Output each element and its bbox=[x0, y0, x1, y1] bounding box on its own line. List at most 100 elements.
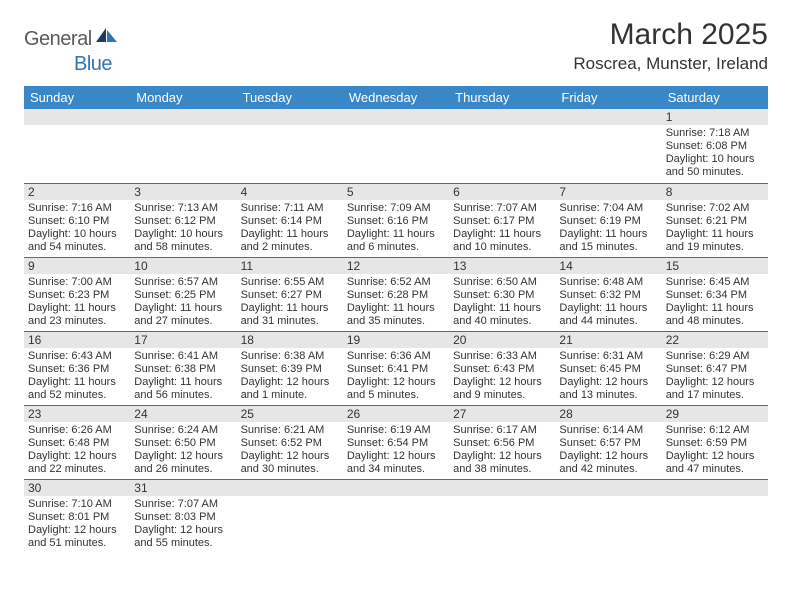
calendar-day-cell bbox=[555, 109, 661, 183]
calendar-day-cell: 21Sunrise: 6:31 AMSunset: 6:45 PMDayligh… bbox=[555, 331, 661, 405]
day-details: Sunrise: 6:38 AMSunset: 6:39 PMDaylight:… bbox=[237, 348, 343, 405]
daylight-text: Daylight: 12 hours and 47 minutes. bbox=[666, 450, 764, 476]
sunrise-text: Sunrise: 7:13 AM bbox=[134, 202, 232, 215]
weekday-header: Thursday bbox=[449, 86, 555, 109]
day-number bbox=[449, 480, 555, 496]
day-details: Sunrise: 6:31 AMSunset: 6:45 PMDaylight:… bbox=[555, 348, 661, 405]
daylight-text: Daylight: 12 hours and 30 minutes. bbox=[241, 450, 339, 476]
sunrise-text: Sunrise: 6:52 AM bbox=[347, 276, 445, 289]
daylight-text: Daylight: 12 hours and 42 minutes. bbox=[559, 450, 657, 476]
location: Roscrea, Munster, Ireland bbox=[573, 54, 768, 74]
day-details: Sunrise: 6:57 AMSunset: 6:25 PMDaylight:… bbox=[130, 274, 236, 331]
sunset-text: Sunset: 6:14 PM bbox=[241, 215, 339, 228]
daylight-text: Daylight: 11 hours and 31 minutes. bbox=[241, 302, 339, 328]
weekday-header: Monday bbox=[130, 86, 236, 109]
day-number bbox=[343, 480, 449, 496]
daylight-text: Daylight: 11 hours and 56 minutes. bbox=[134, 376, 232, 402]
daylight-text: Daylight: 11 hours and 48 minutes. bbox=[666, 302, 764, 328]
day-details: Sunrise: 7:07 AMSunset: 8:03 PMDaylight:… bbox=[130, 496, 236, 553]
day-number: 29 bbox=[662, 406, 768, 422]
calendar-week-row: 9Sunrise: 7:00 AMSunset: 6:23 PMDaylight… bbox=[24, 257, 768, 331]
daylight-text: Daylight: 11 hours and 44 minutes. bbox=[559, 302, 657, 328]
daylight-text: Daylight: 11 hours and 19 minutes. bbox=[666, 228, 764, 254]
day-details: Sunrise: 6:36 AMSunset: 6:41 PMDaylight:… bbox=[343, 348, 449, 405]
day-number: 8 bbox=[662, 184, 768, 200]
daylight-text: Daylight: 12 hours and 26 minutes. bbox=[134, 450, 232, 476]
sunrise-text: Sunrise: 7:10 AM bbox=[28, 498, 126, 511]
day-number: 22 bbox=[662, 332, 768, 348]
calendar-day-cell bbox=[237, 109, 343, 183]
sunset-text: Sunset: 6:32 PM bbox=[559, 289, 657, 302]
calendar-week-row: 2Sunrise: 7:16 AMSunset: 6:10 PMDaylight… bbox=[24, 183, 768, 257]
calendar-day-cell: 2Sunrise: 7:16 AMSunset: 6:10 PMDaylight… bbox=[24, 183, 130, 257]
sunset-text: Sunset: 6:08 PM bbox=[666, 140, 764, 153]
daylight-text: Daylight: 11 hours and 6 minutes. bbox=[347, 228, 445, 254]
day-details: Sunrise: 7:07 AMSunset: 6:17 PMDaylight:… bbox=[449, 200, 555, 257]
calendar-day-cell bbox=[343, 479, 449, 553]
calendar-day-cell: 3Sunrise: 7:13 AMSunset: 6:12 PMDaylight… bbox=[130, 183, 236, 257]
daylight-text: Daylight: 12 hours and 55 minutes. bbox=[134, 524, 232, 550]
day-details: Sunrise: 6:26 AMSunset: 6:48 PMDaylight:… bbox=[24, 422, 130, 479]
logo-text-blue: Blue bbox=[74, 53, 112, 75]
sunrise-text: Sunrise: 7:02 AM bbox=[666, 202, 764, 215]
sunrise-text: Sunrise: 6:12 AM bbox=[666, 424, 764, 437]
daylight-text: Daylight: 12 hours and 1 minute. bbox=[241, 376, 339, 402]
logo: General bbox=[24, 28, 120, 51]
title-block: March 2025 Roscrea, Munster, Ireland bbox=[573, 18, 768, 74]
calendar-day-cell: 12Sunrise: 6:52 AMSunset: 6:28 PMDayligh… bbox=[343, 257, 449, 331]
daylight-text: Daylight: 11 hours and 2 minutes. bbox=[241, 228, 339, 254]
day-number: 4 bbox=[237, 184, 343, 200]
sunset-text: Sunset: 6:17 PM bbox=[453, 215, 551, 228]
sunset-text: Sunset: 6:36 PM bbox=[28, 363, 126, 376]
calendar-day-cell: 20Sunrise: 6:33 AMSunset: 6:43 PMDayligh… bbox=[449, 331, 555, 405]
daylight-text: Daylight: 10 hours and 50 minutes. bbox=[666, 153, 764, 179]
day-number: 1 bbox=[662, 109, 768, 125]
day-number: 19 bbox=[343, 332, 449, 348]
sail-icon bbox=[96, 26, 118, 49]
calendar-day-cell: 4Sunrise: 7:11 AMSunset: 6:14 PMDaylight… bbox=[237, 183, 343, 257]
day-details: Sunrise: 6:14 AMSunset: 6:57 PMDaylight:… bbox=[555, 422, 661, 479]
calendar-day-cell: 14Sunrise: 6:48 AMSunset: 6:32 PMDayligh… bbox=[555, 257, 661, 331]
day-details: Sunrise: 7:04 AMSunset: 6:19 PMDaylight:… bbox=[555, 200, 661, 257]
day-details: Sunrise: 7:02 AMSunset: 6:21 PMDaylight:… bbox=[662, 200, 768, 257]
daylight-text: Daylight: 12 hours and 5 minutes. bbox=[347, 376, 445, 402]
day-details: Sunrise: 6:43 AMSunset: 6:36 PMDaylight:… bbox=[24, 348, 130, 405]
daylight-text: Daylight: 12 hours and 38 minutes. bbox=[453, 450, 551, 476]
day-number bbox=[237, 480, 343, 496]
sunrise-text: Sunrise: 7:18 AM bbox=[666, 127, 764, 140]
day-number: 5 bbox=[343, 184, 449, 200]
calendar-day-cell bbox=[555, 479, 661, 553]
sunset-text: Sunset: 6:45 PM bbox=[559, 363, 657, 376]
day-details: Sunrise: 6:19 AMSunset: 6:54 PMDaylight:… bbox=[343, 422, 449, 479]
weekday-header: Saturday bbox=[662, 86, 768, 109]
sunrise-text: Sunrise: 6:38 AM bbox=[241, 350, 339, 363]
day-number bbox=[237, 109, 343, 125]
sunrise-text: Sunrise: 6:41 AM bbox=[134, 350, 232, 363]
daylight-text: Daylight: 11 hours and 35 minutes. bbox=[347, 302, 445, 328]
sunset-text: Sunset: 6:38 PM bbox=[134, 363, 232, 376]
calendar-day-cell: 8Sunrise: 7:02 AMSunset: 6:21 PMDaylight… bbox=[662, 183, 768, 257]
calendar-day-cell: 16Sunrise: 6:43 AMSunset: 6:36 PMDayligh… bbox=[24, 331, 130, 405]
sunrise-text: Sunrise: 6:48 AM bbox=[559, 276, 657, 289]
calendar-day-cell: 29Sunrise: 6:12 AMSunset: 6:59 PMDayligh… bbox=[662, 405, 768, 479]
day-details: Sunrise: 7:16 AMSunset: 6:10 PMDaylight:… bbox=[24, 200, 130, 257]
sunset-text: Sunset: 6:54 PM bbox=[347, 437, 445, 450]
calendar-day-cell bbox=[449, 109, 555, 183]
sunset-text: Sunset: 6:43 PM bbox=[453, 363, 551, 376]
daylight-text: Daylight: 11 hours and 40 minutes. bbox=[453, 302, 551, 328]
daylight-text: Daylight: 11 hours and 15 minutes. bbox=[559, 228, 657, 254]
day-number: 13 bbox=[449, 258, 555, 274]
calendar-day-cell bbox=[343, 109, 449, 183]
day-number: 24 bbox=[130, 406, 236, 422]
sunset-text: Sunset: 6:19 PM bbox=[559, 215, 657, 228]
day-number: 9 bbox=[24, 258, 130, 274]
calendar-day-cell: 17Sunrise: 6:41 AMSunset: 6:38 PMDayligh… bbox=[130, 331, 236, 405]
calendar-day-cell bbox=[662, 479, 768, 553]
sunrise-text: Sunrise: 6:21 AM bbox=[241, 424, 339, 437]
calendar-day-cell: 9Sunrise: 7:00 AMSunset: 6:23 PMDaylight… bbox=[24, 257, 130, 331]
day-details: Sunrise: 6:12 AMSunset: 6:59 PMDaylight:… bbox=[662, 422, 768, 479]
day-number: 15 bbox=[662, 258, 768, 274]
calendar-body: 1Sunrise: 7:18 AMSunset: 6:08 PMDaylight… bbox=[24, 109, 768, 553]
daylight-text: Daylight: 12 hours and 9 minutes. bbox=[453, 376, 551, 402]
sunset-text: Sunset: 6:30 PM bbox=[453, 289, 551, 302]
